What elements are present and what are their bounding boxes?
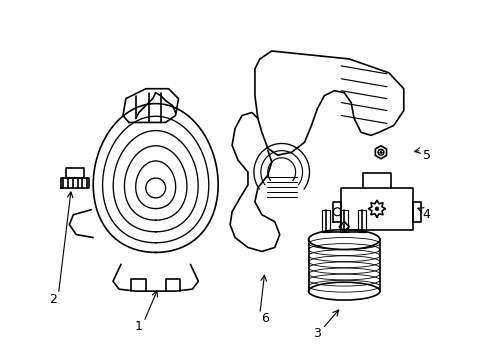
Text: 6: 6 <box>261 312 268 325</box>
Text: 1: 1 <box>135 320 142 333</box>
Text: 3: 3 <box>313 327 321 340</box>
Circle shape <box>374 207 378 211</box>
Text: 5: 5 <box>422 149 430 162</box>
Text: 2: 2 <box>49 293 57 306</box>
Text: 4: 4 <box>422 208 429 221</box>
